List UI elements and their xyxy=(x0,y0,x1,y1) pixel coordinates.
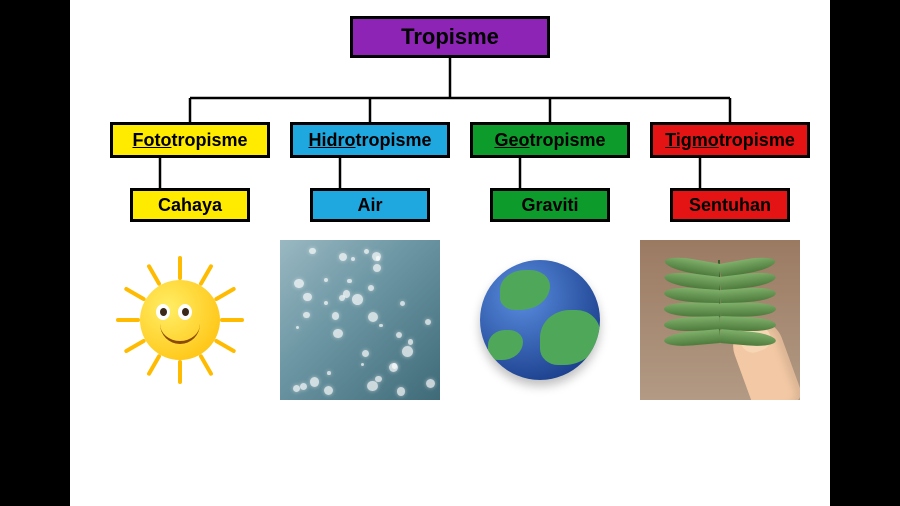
type-node-hidro: Hidrotropisme xyxy=(290,122,450,158)
sub-label: Cahaya xyxy=(158,195,222,216)
type-label: Fototropisme xyxy=(132,130,247,151)
type-label: Geotropisme xyxy=(494,130,605,151)
image-water xyxy=(280,240,440,400)
type-node-tigmo: Tigmotropisme xyxy=(650,122,810,158)
image-earth xyxy=(460,240,620,400)
image-sun xyxy=(100,240,260,400)
sub-label: Graviti xyxy=(521,195,578,216)
sub-node-cahaya: Cahaya xyxy=(130,188,250,222)
root-label: Tropisme xyxy=(401,24,499,50)
sub-node-graviti: Graviti xyxy=(490,188,610,222)
diagram-canvas: Tropisme Fototropisme Hidrotropisme Geot… xyxy=(70,0,830,506)
image-touch xyxy=(640,240,800,400)
sub-label: Sentuhan xyxy=(689,195,771,216)
type-label: Tigmotropisme xyxy=(665,130,795,151)
image-row xyxy=(100,240,800,400)
root-node: Tropisme xyxy=(350,16,550,58)
sub-label: Air xyxy=(357,195,382,216)
type-label: Hidrotropisme xyxy=(308,130,431,151)
sub-node-sentuhan: Sentuhan xyxy=(670,188,790,222)
type-node-foto: Fototropisme xyxy=(110,122,270,158)
type-node-geo: Geotropisme xyxy=(470,122,630,158)
sub-node-air: Air xyxy=(310,188,430,222)
